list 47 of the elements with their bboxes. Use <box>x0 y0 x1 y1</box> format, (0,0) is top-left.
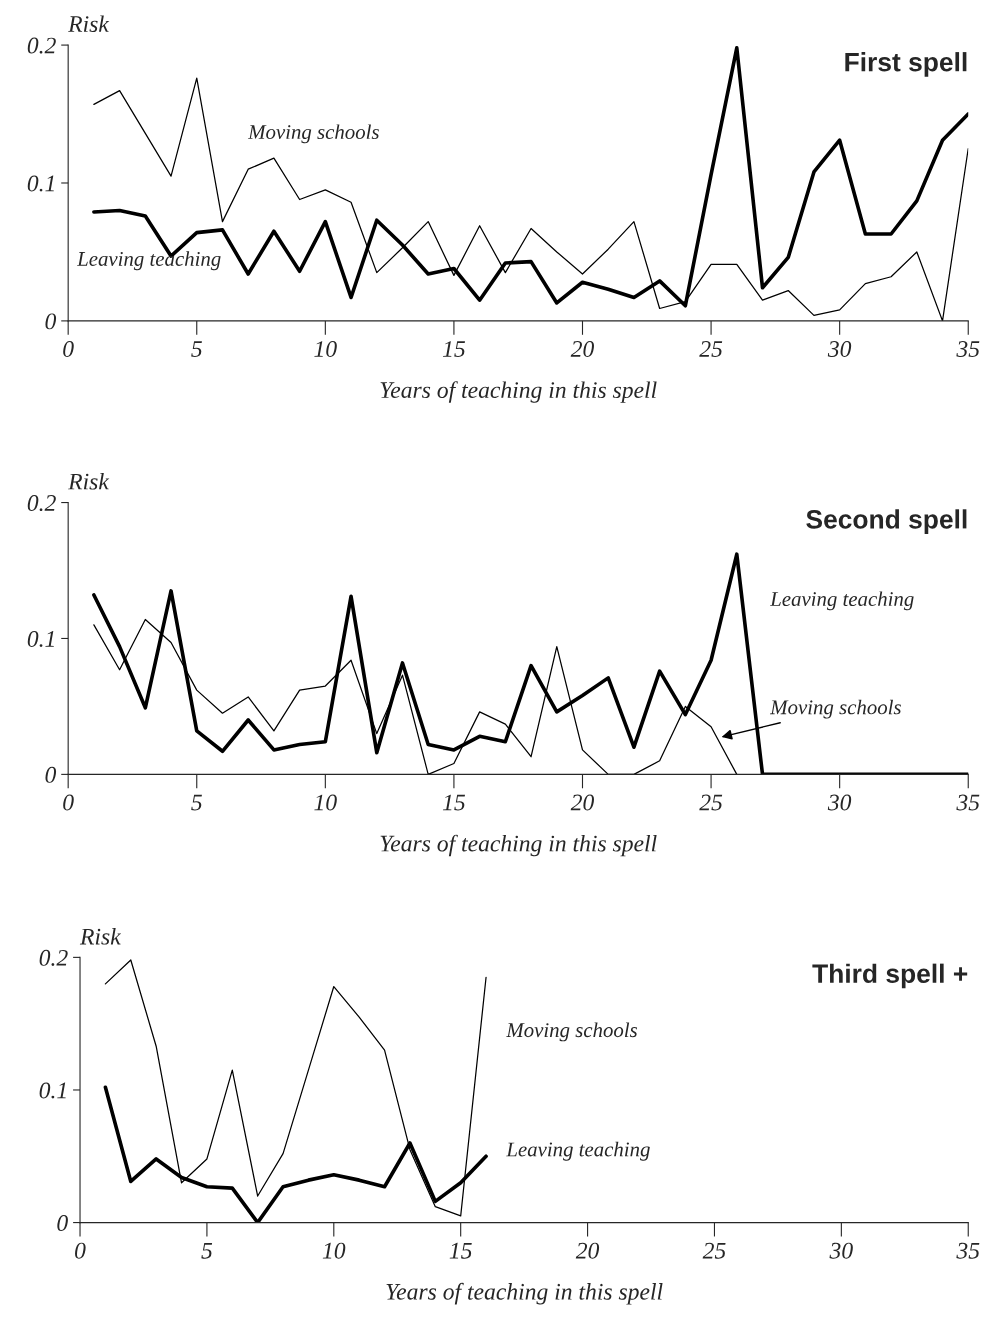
y-tick-label: 0 <box>45 766 57 783</box>
x-tick-label: 5 <box>191 341 202 357</box>
x-tick-label: 15 <box>442 341 466 357</box>
y-tick-label: 0.1 <box>27 630 54 647</box>
x-tick-label: 10 <box>314 794 337 811</box>
y-tick-label: 0.2 <box>27 37 56 54</box>
x-tick-label: 10 <box>322 1242 346 1259</box>
y-tick-label: 0 <box>45 313 57 330</box>
x-tick-label: 30 <box>827 341 852 357</box>
x-tick-label: 15 <box>442 794 466 811</box>
x-tick-label: 35 <box>956 794 980 811</box>
y-tick-label: 0.1 <box>27 175 54 192</box>
series-label: Leaving teaching <box>76 251 221 271</box>
x-axis-title: Years of teaching in this spell <box>380 834 657 857</box>
series-label: Moving schools <box>506 1022 638 1042</box>
x-tick-label: 35 <box>956 1242 980 1259</box>
x-tick-label: 10 <box>314 341 337 357</box>
x-tick-label: 20 <box>570 794 594 811</box>
series-label: Leaving teaching <box>506 1141 650 1161</box>
x-tick-label: 20 <box>570 341 594 357</box>
x-tick-label: 30 <box>827 794 852 811</box>
series-label: Moving schools <box>247 124 379 144</box>
line-series <box>92 552 969 775</box>
x-tick-label: 30 <box>829 1242 853 1259</box>
y-tick-label: 0 <box>57 1215 68 1231</box>
chart-title: First spell <box>845 52 967 77</box>
chart-title: Third spell + <box>812 963 968 989</box>
y-axis-title: Risk <box>79 928 122 945</box>
x-tick-label: 0 <box>75 1242 86 1259</box>
y-tick-label: 0.1 <box>39 1082 66 1099</box>
x-tick-label: 5 <box>191 794 202 811</box>
x-tick-label: 25 <box>702 1242 726 1259</box>
x-tick-label: 25 <box>699 341 723 357</box>
x-tick-label: 5 <box>201 1242 213 1259</box>
y-axis-title: Risk <box>68 15 110 33</box>
text: Moving schools <box>769 699 901 719</box>
x-axis-title: Years of teaching in this spell <box>386 1282 663 1305</box>
series-label: Leaving teaching <box>769 591 914 611</box>
y-tick-label: 0.2 <box>27 495 56 512</box>
x-axis-title: Years of teaching in this spell <box>380 381 657 403</box>
x-tick-label: 25 <box>699 794 723 811</box>
x-tick-label: 35 <box>956 341 980 357</box>
x-tick-label: 20 <box>575 1242 600 1259</box>
y-axis-title: Risk <box>68 472 110 490</box>
chart-title: Second spell <box>806 509 967 534</box>
y-tick-label: 0.2 <box>39 949 68 966</box>
x-tick-label: 15 <box>449 1242 472 1259</box>
